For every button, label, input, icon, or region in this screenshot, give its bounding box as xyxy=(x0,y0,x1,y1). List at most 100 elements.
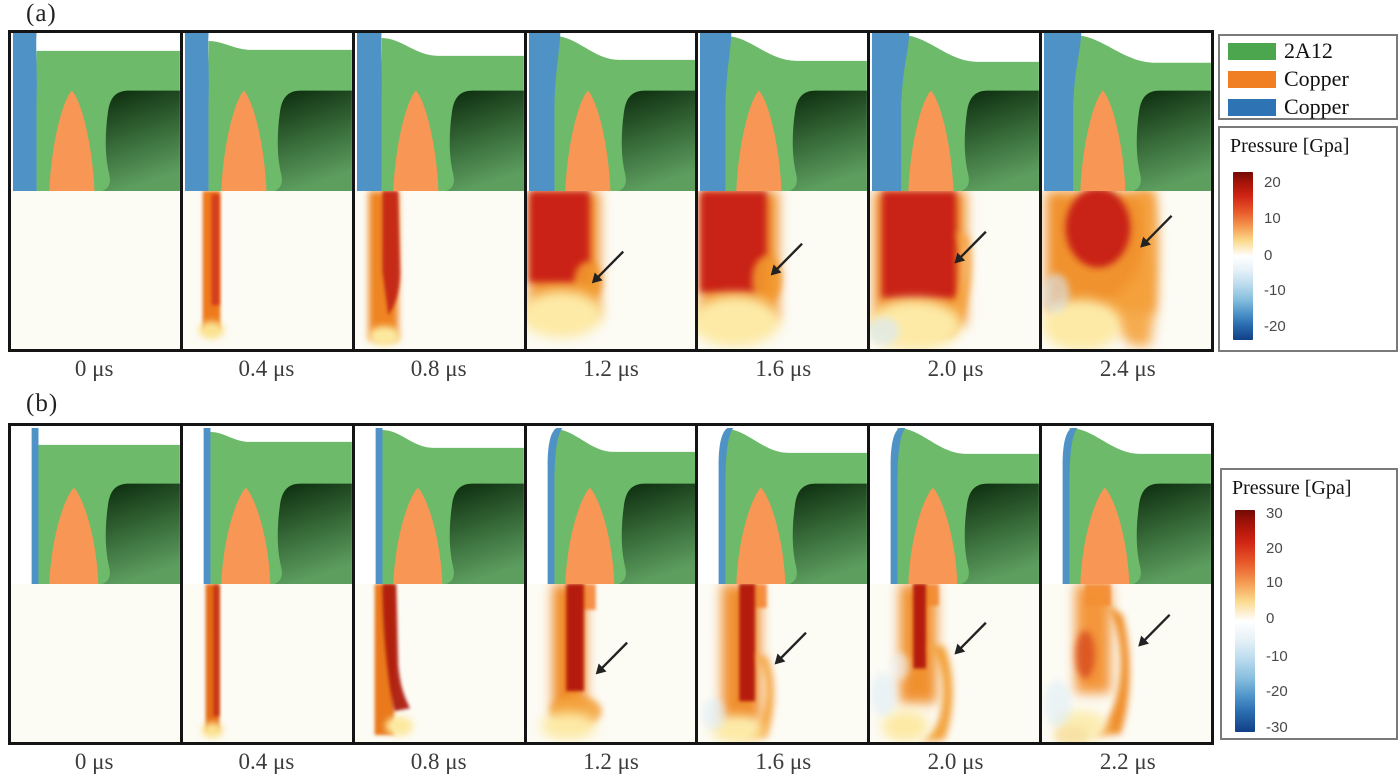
legend-swatch xyxy=(1228,42,1276,60)
colorbar-tick-label: 10 xyxy=(1266,574,1283,592)
legend-label: 2A12 xyxy=(1284,38,1333,63)
target-hole-shape xyxy=(102,483,180,584)
jet-pointer-arrow-icon xyxy=(771,242,804,276)
time-label: 1.6 μs xyxy=(755,749,812,774)
target-hole-shape xyxy=(789,483,868,584)
sim-panel-a-0 xyxy=(11,33,183,349)
pressure-plume xyxy=(198,191,225,340)
pressure-plume xyxy=(1042,191,1158,349)
time-label: 1.2 μs xyxy=(583,356,639,381)
copper-flyer-shape xyxy=(528,33,560,191)
colorbar-tick-label: -20 xyxy=(1266,683,1288,701)
colorbar-gradient xyxy=(1235,510,1255,732)
colorbar-tick-label: -10 xyxy=(1264,282,1286,300)
jet-pointer-arrow-icon xyxy=(954,621,987,655)
copper-flyer-shape xyxy=(31,427,39,584)
colorbar-tick-label: -30 xyxy=(1266,718,1288,736)
copper-liner-shape xyxy=(393,90,439,191)
time-label: 2.0 μs xyxy=(927,749,984,774)
row-a-strip xyxy=(8,30,1214,352)
pressure-plume xyxy=(702,584,775,742)
colorbar-a-title: Pressure [Gpa] xyxy=(1230,135,1350,157)
jet-pointer-arrow-icon xyxy=(1140,214,1173,248)
sim-panel-svg xyxy=(526,426,696,742)
time-label: 0.4 μs xyxy=(238,749,295,774)
sim-panel-svg xyxy=(1042,426,1212,742)
pressure-plume xyxy=(540,584,602,741)
time-label: 0 μs xyxy=(74,749,114,774)
sim-panel-b-4 xyxy=(698,426,871,742)
copper-flyer-shape xyxy=(184,33,209,191)
colorbar-tick-label: 20 xyxy=(1264,173,1281,191)
sim-panel-a-5 xyxy=(870,33,1043,349)
copper-flyer-shape xyxy=(375,427,383,584)
sim-panel-a-1 xyxy=(182,33,355,349)
copper-liner-shape xyxy=(736,90,782,191)
sim-panel-svg xyxy=(526,33,696,349)
legend-swatch xyxy=(1228,70,1276,88)
colorbar-tick-label: 0 xyxy=(1266,609,1275,627)
target-hole-shape xyxy=(102,90,180,191)
copper-liner-shape xyxy=(564,90,611,191)
time-label: 2.2 μs xyxy=(1099,749,1156,774)
legend-item-2: Copper xyxy=(1228,94,1396,120)
pressure-plume xyxy=(871,584,954,742)
row-b-label: (b) xyxy=(26,390,59,417)
target-hole-shape xyxy=(1133,483,1212,584)
row-a-label: (a) xyxy=(26,0,57,27)
pressure-plume xyxy=(526,191,603,339)
materials-legend: 2A12 Copper Copper xyxy=(1218,34,1398,120)
pressure-plume xyxy=(368,191,400,347)
copper-liner-shape xyxy=(908,487,958,584)
copper-liner-shape xyxy=(221,90,267,191)
jet-pointer-arrow-icon xyxy=(954,230,987,264)
sim-panel-svg xyxy=(182,426,352,742)
jet-pointer-arrow-icon xyxy=(591,250,624,284)
legend-item-1: Copper xyxy=(1228,66,1396,92)
copper-flyer-shape xyxy=(700,33,732,191)
legend-swatch xyxy=(1228,98,1276,116)
copper-liner-shape xyxy=(1080,487,1130,584)
copper-flyer-shape xyxy=(890,427,906,584)
sim-panel-b-3 xyxy=(526,426,699,742)
copper-flyer-shape xyxy=(203,427,211,584)
colorbar-tick-label: 30 xyxy=(1266,505,1283,523)
row-b-strip xyxy=(8,423,1214,745)
target-hole-shape xyxy=(617,90,696,191)
row-b-time-labels: 0 μs 0.4 μs 0.8 μs 1.2 μs 1.6 μs 2.0 μs 2.2 μs xyxy=(8,745,1214,778)
colorbar-b-title: Pressure [Gpa] xyxy=(1232,477,1352,499)
sim-panel-a-2 xyxy=(354,33,527,349)
sim-panel-b-5 xyxy=(870,426,1043,742)
legend-item-0: 2A12 xyxy=(1228,38,1396,64)
colorbar-tick-label: 20 xyxy=(1266,539,1283,557)
copper-liner-shape xyxy=(221,487,271,584)
colorbar-tick-label: 10 xyxy=(1264,210,1281,228)
sim-panel-svg xyxy=(1042,33,1212,349)
target-hole-shape xyxy=(961,90,1040,191)
target-hole-shape xyxy=(961,483,1040,584)
pressure-plume xyxy=(870,191,972,349)
jet-pointer-arrow-icon xyxy=(595,641,628,675)
colorbar-tick-label: -20 xyxy=(1264,317,1286,335)
sim-panel-b-1 xyxy=(182,426,355,742)
copper-liner-shape xyxy=(49,487,99,584)
sim-panel-svg xyxy=(870,33,1040,349)
pressure-plume xyxy=(201,584,224,739)
jet-pointer-arrow-icon xyxy=(1138,613,1171,647)
time-label: 0.8 μs xyxy=(410,356,467,381)
sim-panel-b-2 xyxy=(354,426,527,742)
copper-flyer-shape xyxy=(12,33,37,191)
time-label: 2.0 μs xyxy=(927,356,984,381)
time-label: 1.6 μs xyxy=(755,356,812,381)
pressure-plume xyxy=(698,191,782,348)
sim-panel-a-3 xyxy=(526,33,699,349)
copper-liner-shape xyxy=(908,90,954,191)
pressure-plume xyxy=(1044,584,1130,742)
copper-liner-shape xyxy=(393,487,443,584)
legend-label: Copper xyxy=(1284,66,1349,91)
sim-panel-b-6 xyxy=(1042,426,1212,742)
sim-panel-svg xyxy=(11,426,180,742)
sim-panel-svg xyxy=(11,33,180,349)
colorbar-gradient xyxy=(1233,172,1253,340)
